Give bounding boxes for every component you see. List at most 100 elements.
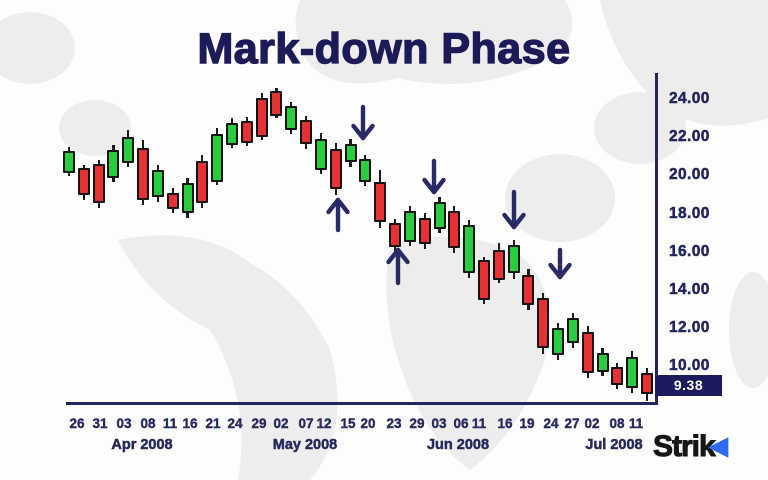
candle-body-bearish: [137, 147, 150, 201]
x-tick-label: 24: [543, 416, 559, 431]
candle-body-bearish: [77, 167, 90, 196]
down-arrow-annotation: [422, 158, 446, 195]
candle-body-bullish: [626, 356, 639, 389]
x-tick-label: 11: [162, 416, 178, 431]
candle-body-bullish: [122, 137, 135, 163]
x-tick-label: 06: [453, 416, 469, 431]
candle-body-bearish: [581, 332, 594, 374]
x-tick-label: 16: [497, 416, 513, 431]
candle-body-bearish: [300, 120, 313, 144]
candle-body-bullish: [552, 328, 565, 355]
candle-body-bearish: [537, 297, 550, 349]
down-arrow-annotation: [502, 189, 526, 230]
x-tick-label: 02: [273, 416, 289, 431]
y-tick-label: 20.00: [669, 166, 710, 184]
candle-body-bearish: [374, 182, 387, 223]
down-arrow-annotation: [351, 104, 375, 141]
candle-body-bullish: [181, 183, 194, 213]
strike-logo-arrow-icon: ◀: [708, 432, 728, 460]
last-price-tag: 9.38: [655, 375, 722, 396]
candle-body-bullish: [63, 150, 75, 173]
strike-logo: Strik◀: [653, 430, 728, 464]
candle-body-bearish: [240, 120, 253, 143]
x-tick-label: 24: [227, 416, 243, 431]
y-tick-label: 12.00: [669, 319, 710, 337]
candle-body-bearish: [522, 274, 535, 306]
x-tick-label: 07: [298, 416, 314, 431]
x-tick-label: 29: [251, 416, 267, 431]
month-label: Apr 2008: [111, 437, 173, 454]
candle-body-bearish: [92, 163, 105, 204]
candle-body-bearish: [418, 218, 431, 245]
y-tick-label: 16.00: [669, 242, 710, 261]
candle-body-bullish: [433, 202, 446, 229]
x-tick-label: 08: [609, 416, 625, 431]
x-tick-label: 03: [116, 416, 132, 431]
y-tick-label: 18.00: [669, 204, 710, 222]
candle-body-bullish: [463, 225, 476, 273]
x-tick-label: 23: [386, 416, 402, 431]
candle-body-bullish: [403, 210, 416, 243]
candle-body-bearish: [477, 260, 490, 300]
x-tick-label: 21: [205, 416, 221, 431]
x-tick-label: 31: [92, 416, 108, 431]
y-axis-line: [655, 73, 658, 405]
x-tick-label: 26: [69, 416, 85, 431]
x-tick-label: 12: [316, 416, 332, 431]
x-tick-label: 29: [409, 416, 425, 431]
candle-body-bullish: [285, 105, 298, 130]
y-tick-label: 14.00: [669, 281, 710, 299]
x-tick-label: 20: [360, 416, 376, 431]
y-tick-label: 24.00: [669, 90, 710, 108]
candle-body-bearish: [389, 223, 402, 248]
x-axis-line: [66, 402, 658, 405]
up-arrow-annotation: [326, 197, 350, 233]
candle-body-bullish: [151, 169, 164, 198]
candle-body-bearish: [329, 148, 342, 189]
candle-body-bearish: [255, 98, 268, 138]
candle-body-bearish: [640, 373, 653, 395]
month-label: May 2008: [272, 437, 338, 454]
candle-body-bearish: [270, 91, 283, 117]
strike-logo-text: Strik: [653, 430, 717, 464]
candle-body-bearish: [448, 210, 461, 248]
x-tick-label: 03: [431, 416, 447, 431]
month-label: Jun 2008: [426, 437, 490, 454]
x-tick-label: 19: [519, 416, 535, 431]
month-label: Jul 2008: [585, 437, 643, 454]
x-tick-label: 02: [584, 416, 600, 431]
x-tick-label: 11: [628, 416, 644, 431]
down-arrow-annotation: [548, 247, 572, 280]
x-tick-label: 08: [140, 416, 156, 431]
y-tick-label: 10.00: [669, 357, 710, 375]
candle-body-bullish: [507, 245, 520, 273]
candle-body-bullish: [211, 134, 224, 183]
candle-body-bullish: [596, 353, 609, 373]
candle-body-bullish: [566, 317, 579, 344]
x-tick-label: 11: [471, 416, 487, 431]
y-tick-label: 22.00: [669, 128, 710, 146]
candle-body-bearish: [492, 249, 505, 281]
x-tick-label: 16: [182, 416, 198, 431]
x-tick-label: 27: [564, 416, 580, 431]
candle-body-bearish: [196, 161, 209, 204]
candle-body-bearish: [166, 192, 179, 209]
x-tick-label: 15: [340, 416, 356, 431]
up-arrow-annotation: [386, 247, 410, 286]
candle-body-bearish: [611, 367, 624, 385]
candle-body-bullish: [226, 122, 239, 145]
candle-body-bullish: [344, 143, 357, 163]
candle-body-bullish: [107, 149, 120, 179]
candle-body-bullish: [314, 139, 327, 170]
page-title: Mark-down Phase: [197, 24, 571, 73]
candle-body-bullish: [359, 159, 372, 183]
